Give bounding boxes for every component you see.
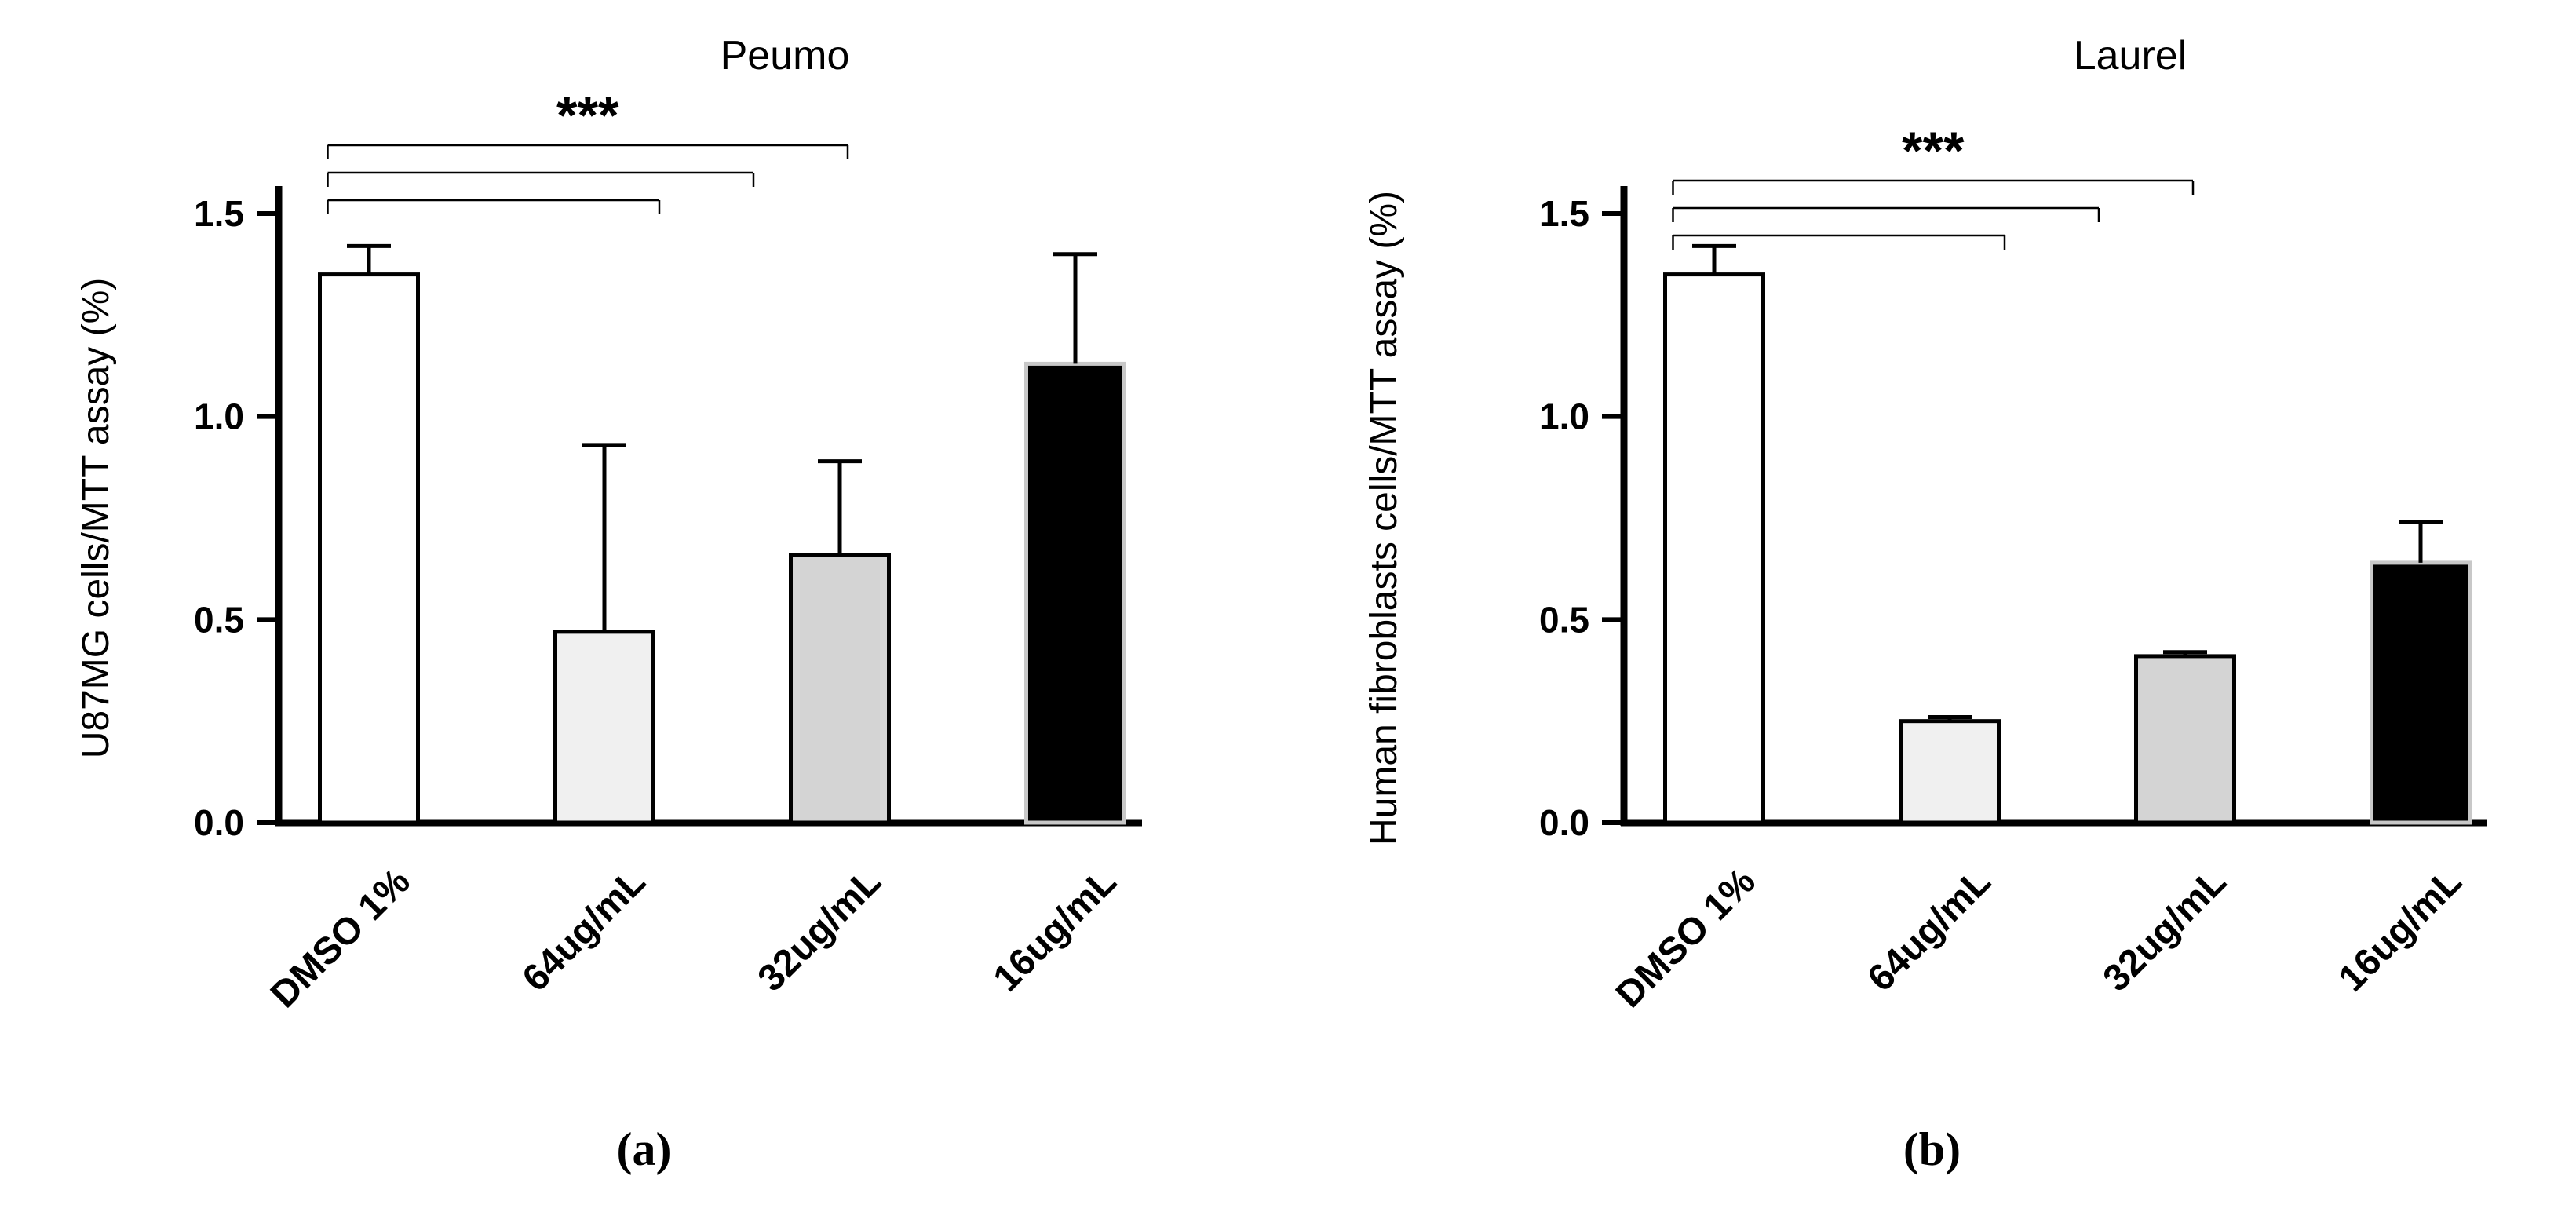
- bar-chart-laurel: Laurel Human fibroblasts cells/MTT assay …: [1363, 33, 2487, 1016]
- y-tick-label: 1.0: [194, 396, 244, 437]
- bar: [2134, 654, 2236, 825]
- x-category-label: 32ug/mL: [750, 860, 889, 999]
- x-category-label: DMSO 1%: [1608, 860, 1764, 1016]
- bar: [1024, 361, 1126, 825]
- bar: [318, 272, 420, 825]
- x-category-label: 16ug/mL: [986, 860, 1125, 999]
- bar: [789, 553, 891, 825]
- panel-label-a: (a): [616, 1123, 672, 1175]
- panel-b: Laurel Human fibroblasts cells/MTT assay …: [1288, 0, 2576, 1223]
- x-category-label: 32ug/mL: [2096, 860, 2235, 999]
- bar: [1899, 719, 2001, 825]
- y-tick-label: 0.5: [194, 599, 244, 640]
- x-category-label: DMSO 1%: [263, 860, 418, 1016]
- y-tick-label: 0.0: [1539, 802, 1589, 843]
- bar: [1663, 272, 1765, 825]
- x-category-label: 16ug/mL: [2331, 860, 2470, 999]
- x-category-label: 64ug/mL: [515, 860, 654, 999]
- significance-label: ***: [556, 86, 619, 145]
- y-axis-label: U87MG cells/MTT assay (%): [75, 278, 117, 759]
- y-axis-label: Human fibroblasts cells/MTT assay (%): [1363, 191, 1405, 845]
- y-tick-label: 1.5: [1539, 193, 1589, 234]
- bar-chart-peumo: Peumo U87MG cells/MTT assay (%) 0.0 0.5 1.0 1…: [75, 33, 1142, 1016]
- chart-title: Peumo: [721, 33, 850, 78]
- y-tick-label: 0.5: [1539, 599, 1589, 640]
- y-tick-label: 0.0: [194, 802, 244, 843]
- panel-a: Peumo U87MG cells/MTT assay (%) 0.0 0.5 1.0 1…: [75, 33, 1142, 1175]
- bar: [2370, 560, 2472, 825]
- y-tick-label: 1.5: [194, 193, 244, 234]
- x-category-label: 64ug/mL: [1860, 860, 1999, 999]
- bar: [553, 630, 655, 825]
- chart-title: Laurel: [2074, 33, 2187, 78]
- significance-label: ***: [1902, 121, 1965, 181]
- panel-label-b: (b): [1903, 1123, 1961, 1175]
- y-tick-label: 1.0: [1539, 396, 1589, 437]
